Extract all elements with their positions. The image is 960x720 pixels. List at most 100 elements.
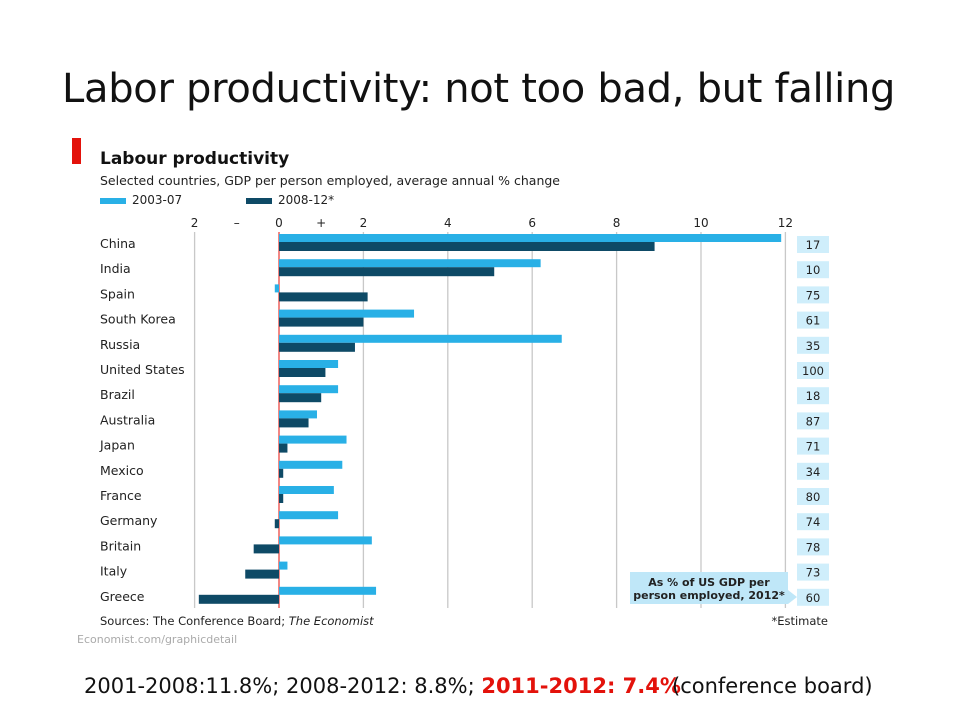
bar-series2 <box>279 443 288 453</box>
legend-label-series1: 2003-07 <box>132 193 183 207</box>
x-tick-label: 10 <box>693 216 708 230</box>
side-value: 60 <box>806 591 821 605</box>
sources-italic: The Economist <box>288 614 374 628</box>
side-value: 74 <box>806 515 821 529</box>
category-label: Australia <box>100 412 155 427</box>
side-value: 71 <box>806 440 821 454</box>
bar-series2 <box>274 519 279 529</box>
side-value: 18 <box>806 389 821 403</box>
x-tick-label: 0 <box>275 216 283 230</box>
side-value: 35 <box>806 339 821 353</box>
bar-series2 <box>279 292 368 302</box>
chart-title: Labour productivity <box>100 149 290 169</box>
bar-series1 <box>279 259 541 268</box>
side-value-box <box>797 261 829 279</box>
side-value-box <box>797 588 829 606</box>
category-label: Russia <box>100 337 140 352</box>
bar-series1 <box>279 309 415 318</box>
side-value: 10 <box>806 263 821 277</box>
side-value-box <box>797 362 829 379</box>
side-value-box <box>797 236 829 253</box>
side-value: 75 <box>806 288 821 302</box>
side-value: 80 <box>806 490 821 504</box>
side-value-box <box>797 462 829 480</box>
bar-series1 <box>279 385 339 394</box>
footer-source: (conference board) <box>672 674 873 698</box>
bar-series2 <box>279 242 655 251</box>
bar-series2 <box>279 368 326 377</box>
chart-sources: Sources: The Conference Board; The Econo… <box>100 614 374 628</box>
slide-title: Labor productivity: not too bad, but fal… <box>62 66 896 112</box>
x-tick-label: 8 <box>613 216 621 230</box>
bar-series2 <box>279 418 309 428</box>
category-label: South Korea <box>100 312 176 327</box>
bar-series1 <box>279 561 288 570</box>
category-label: China <box>100 236 136 251</box>
category-label: Greece <box>100 589 145 604</box>
category-label: Britain <box>100 538 141 553</box>
x-tick-label: 12 <box>778 216 793 230</box>
bar-series2 <box>198 594 279 604</box>
category-label: United States <box>100 362 185 377</box>
footer-text: 2001-2008:11.8%; 2008-2012: 8.8%; <box>84 674 482 698</box>
bar-series2 <box>279 393 322 403</box>
sources-text: Sources: The Conference Board; <box>100 614 289 628</box>
bar-series2 <box>279 468 284 478</box>
side-value-box <box>797 437 829 455</box>
bar-series1 <box>279 460 343 469</box>
category-label: Mexico <box>100 463 144 478</box>
legend-swatch-series2 <box>246 197 272 204</box>
x-tick-label: 2 <box>360 216 368 230</box>
chart-subtitle: Selected countries, GDP per person emplo… <box>100 173 560 188</box>
legend-label-series2: 2008-12* <box>278 193 335 207</box>
legend-item-series2: 2008-12* <box>246 193 334 207</box>
side-value-box <box>797 563 829 581</box>
side-value-box <box>797 336 829 354</box>
bar-series1 <box>279 410 317 419</box>
side-value-box <box>797 538 829 556</box>
side-value: 73 <box>806 566 821 580</box>
side-value-box <box>797 488 829 505</box>
side-value-box <box>797 513 829 531</box>
bar-series2 <box>279 267 495 277</box>
bar-series2 <box>253 544 279 554</box>
x-tick-label: + <box>316 216 326 230</box>
chart-credit: Economist.com/graphicdetail <box>77 633 238 646</box>
legend-swatch-series1 <box>100 197 126 204</box>
category-label: Germany <box>100 513 158 528</box>
bar-series1 <box>279 234 782 242</box>
bar-series2 <box>279 342 355 352</box>
side-value: 78 <box>806 540 821 554</box>
side-value: 34 <box>806 465 821 479</box>
side-column-label-line2: person employed, 2012* <box>633 589 785 602</box>
side-value: 87 <box>806 414 821 428</box>
category-label: France <box>100 488 142 503</box>
side-value-box <box>797 286 829 304</box>
category-label: Spain <box>100 286 135 301</box>
category-label: Italy <box>100 564 128 579</box>
bar-series1 <box>279 486 334 494</box>
bar-series1 <box>274 284 279 293</box>
side-column-callout <box>630 572 797 604</box>
chart-footnote: *Estimate <box>771 614 828 628</box>
bar-series2 <box>279 317 364 327</box>
bar-series1 <box>279 511 339 520</box>
side-column-label-line1: As % of US GDP per <box>648 576 770 589</box>
economist-red-marker <box>72 138 81 164</box>
category-label: Japan <box>99 438 135 453</box>
side-value-box <box>797 387 829 405</box>
legend-item-series1: 2003-07 <box>100 193 182 207</box>
x-tick-label: 4 <box>444 216 452 230</box>
category-label: India <box>100 261 131 276</box>
footer-stats: 2001-2008:11.8%; 2008-2012: 8.8%; 2011-2… <box>84 674 681 698</box>
bar-series1 <box>279 536 372 545</box>
bar-series2 <box>279 494 284 503</box>
bar-series1 <box>279 360 339 368</box>
side-value: 17 <box>806 238 821 252</box>
side-value-box <box>797 412 829 430</box>
category-label: Brazil <box>100 387 135 402</box>
footer-highlight: 2011-2012: 7.4% <box>481 674 681 698</box>
side-value-box <box>797 311 829 329</box>
side-value: 61 <box>806 314 821 328</box>
